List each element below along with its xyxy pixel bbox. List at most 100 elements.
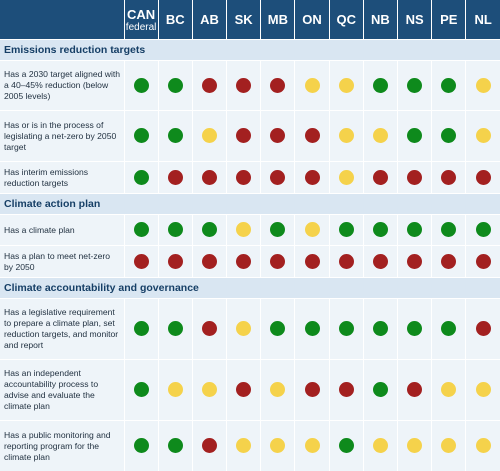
- status-dot-green: [407, 128, 422, 143]
- column-subtitle: federal: [125, 22, 158, 33]
- status-dot-green: [134, 382, 149, 397]
- criterion-label: Has a 2030 target aligned with a 40–45% …: [0, 61, 124, 111]
- status-cell-pe: [432, 215, 466, 246]
- status-cell-can: [124, 215, 158, 246]
- status-cell-mb: [261, 246, 295, 278]
- status-cell-nb: [363, 215, 397, 246]
- column-code: NB: [364, 12, 397, 27]
- status-cell-can: [124, 162, 158, 194]
- status-dot-green: [373, 78, 388, 93]
- status-cell-ns: [398, 360, 432, 421]
- status-cell-bc: [158, 299, 192, 360]
- status-cell-nl: [466, 246, 500, 278]
- status-cell-qc: [329, 215, 363, 246]
- status-cell-qc: [329, 246, 363, 278]
- status-dot-green: [407, 78, 422, 93]
- status-cell-qc: [329, 61, 363, 111]
- status-dot-yellow: [202, 382, 217, 397]
- status-cell-on: [295, 299, 329, 360]
- status-cell-mb: [261, 215, 295, 246]
- status-dot-yellow: [441, 438, 456, 453]
- status-dot-red: [407, 170, 422, 185]
- status-dot-green: [339, 438, 354, 453]
- status-cell-pe: [432, 162, 466, 194]
- status-cell-ab: [192, 162, 226, 194]
- status-dot-green: [168, 78, 183, 93]
- status-dot-green: [441, 222, 456, 237]
- status-cell-nl: [466, 421, 500, 471]
- status-cell-ab: [192, 360, 226, 421]
- column-code: MB: [261, 12, 294, 27]
- status-dot-red: [339, 254, 354, 269]
- column-header-qc: QC: [329, 0, 363, 40]
- status-dot-red: [305, 254, 320, 269]
- status-cell-sk: [227, 421, 261, 471]
- status-cell-qc: [329, 299, 363, 360]
- status-cell-can: [124, 61, 158, 111]
- status-dot-green: [476, 222, 491, 237]
- status-cell-on: [295, 111, 329, 162]
- status-cell-ns: [398, 61, 432, 111]
- status-dot-red: [305, 128, 320, 143]
- column-header-mb: MB: [261, 0, 295, 40]
- column-code: SK: [227, 12, 260, 27]
- status-cell-bc: [158, 421, 192, 471]
- column-header-nb: NB: [363, 0, 397, 40]
- criterion-row: Has an independent accountability proces…: [0, 360, 500, 421]
- status-cell-sk: [227, 246, 261, 278]
- criterion-row: Has a public monitoring and reporting pr…: [0, 421, 500, 471]
- status-cell-ns: [398, 111, 432, 162]
- column-header-pe: PE: [432, 0, 466, 40]
- status-dot-red: [407, 254, 422, 269]
- column-code: PE: [432, 12, 465, 27]
- status-dot-yellow: [305, 438, 320, 453]
- status-dot-green: [134, 128, 149, 143]
- status-cell-ns: [398, 246, 432, 278]
- status-cell-ns: [398, 421, 432, 471]
- status-cell-bc: [158, 162, 192, 194]
- status-cell-can: [124, 299, 158, 360]
- column-header-bc: BC: [158, 0, 192, 40]
- status-cell-ab: [192, 61, 226, 111]
- status-dot-yellow: [270, 382, 285, 397]
- status-cell-nl: [466, 162, 500, 194]
- status-dot-green: [407, 222, 422, 237]
- status-cell-pe: [432, 61, 466, 111]
- status-dot-red: [270, 128, 285, 143]
- status-cell-mb: [261, 111, 295, 162]
- status-dot-green: [339, 222, 354, 237]
- criterion-row: Has a plan to meet net-zero by 2050: [0, 246, 500, 278]
- status-cell-nl: [466, 215, 500, 246]
- status-dot-yellow: [407, 438, 422, 453]
- status-dot-yellow: [305, 222, 320, 237]
- status-dot-yellow: [373, 128, 388, 143]
- column-code: NS: [398, 12, 431, 27]
- status-cell-mb: [261, 299, 295, 360]
- column-code: AB: [193, 12, 226, 27]
- status-dot-yellow: [441, 382, 456, 397]
- status-dot-green: [134, 170, 149, 185]
- status-dot-yellow: [202, 128, 217, 143]
- column-code: CAN: [125, 7, 158, 22]
- status-cell-sk: [227, 61, 261, 111]
- criterion-label: Has a legislative requirement to prepare…: [0, 299, 124, 360]
- section-title: Climate accountability and governance: [0, 278, 500, 299]
- status-dot-red: [305, 170, 320, 185]
- status-dot-yellow: [236, 222, 251, 237]
- status-cell-on: [295, 215, 329, 246]
- status-cell-pe: [432, 111, 466, 162]
- status-cell-qc: [329, 111, 363, 162]
- status-dot-green: [407, 321, 422, 336]
- status-dot-red: [168, 170, 183, 185]
- status-cell-nb: [363, 111, 397, 162]
- status-cell-nb: [363, 162, 397, 194]
- status-cell-mb: [261, 421, 295, 471]
- criterion-row: Has or is in the process of legislating …: [0, 111, 500, 162]
- status-dot-green: [441, 78, 456, 93]
- status-dot-yellow: [236, 321, 251, 336]
- status-cell-sk: [227, 111, 261, 162]
- section-header-row: Emissions reduction targets: [0, 40, 500, 61]
- status-cell-pe: [432, 360, 466, 421]
- status-dot-yellow: [339, 170, 354, 185]
- criterion-label: Has or is in the process of legislating …: [0, 111, 124, 162]
